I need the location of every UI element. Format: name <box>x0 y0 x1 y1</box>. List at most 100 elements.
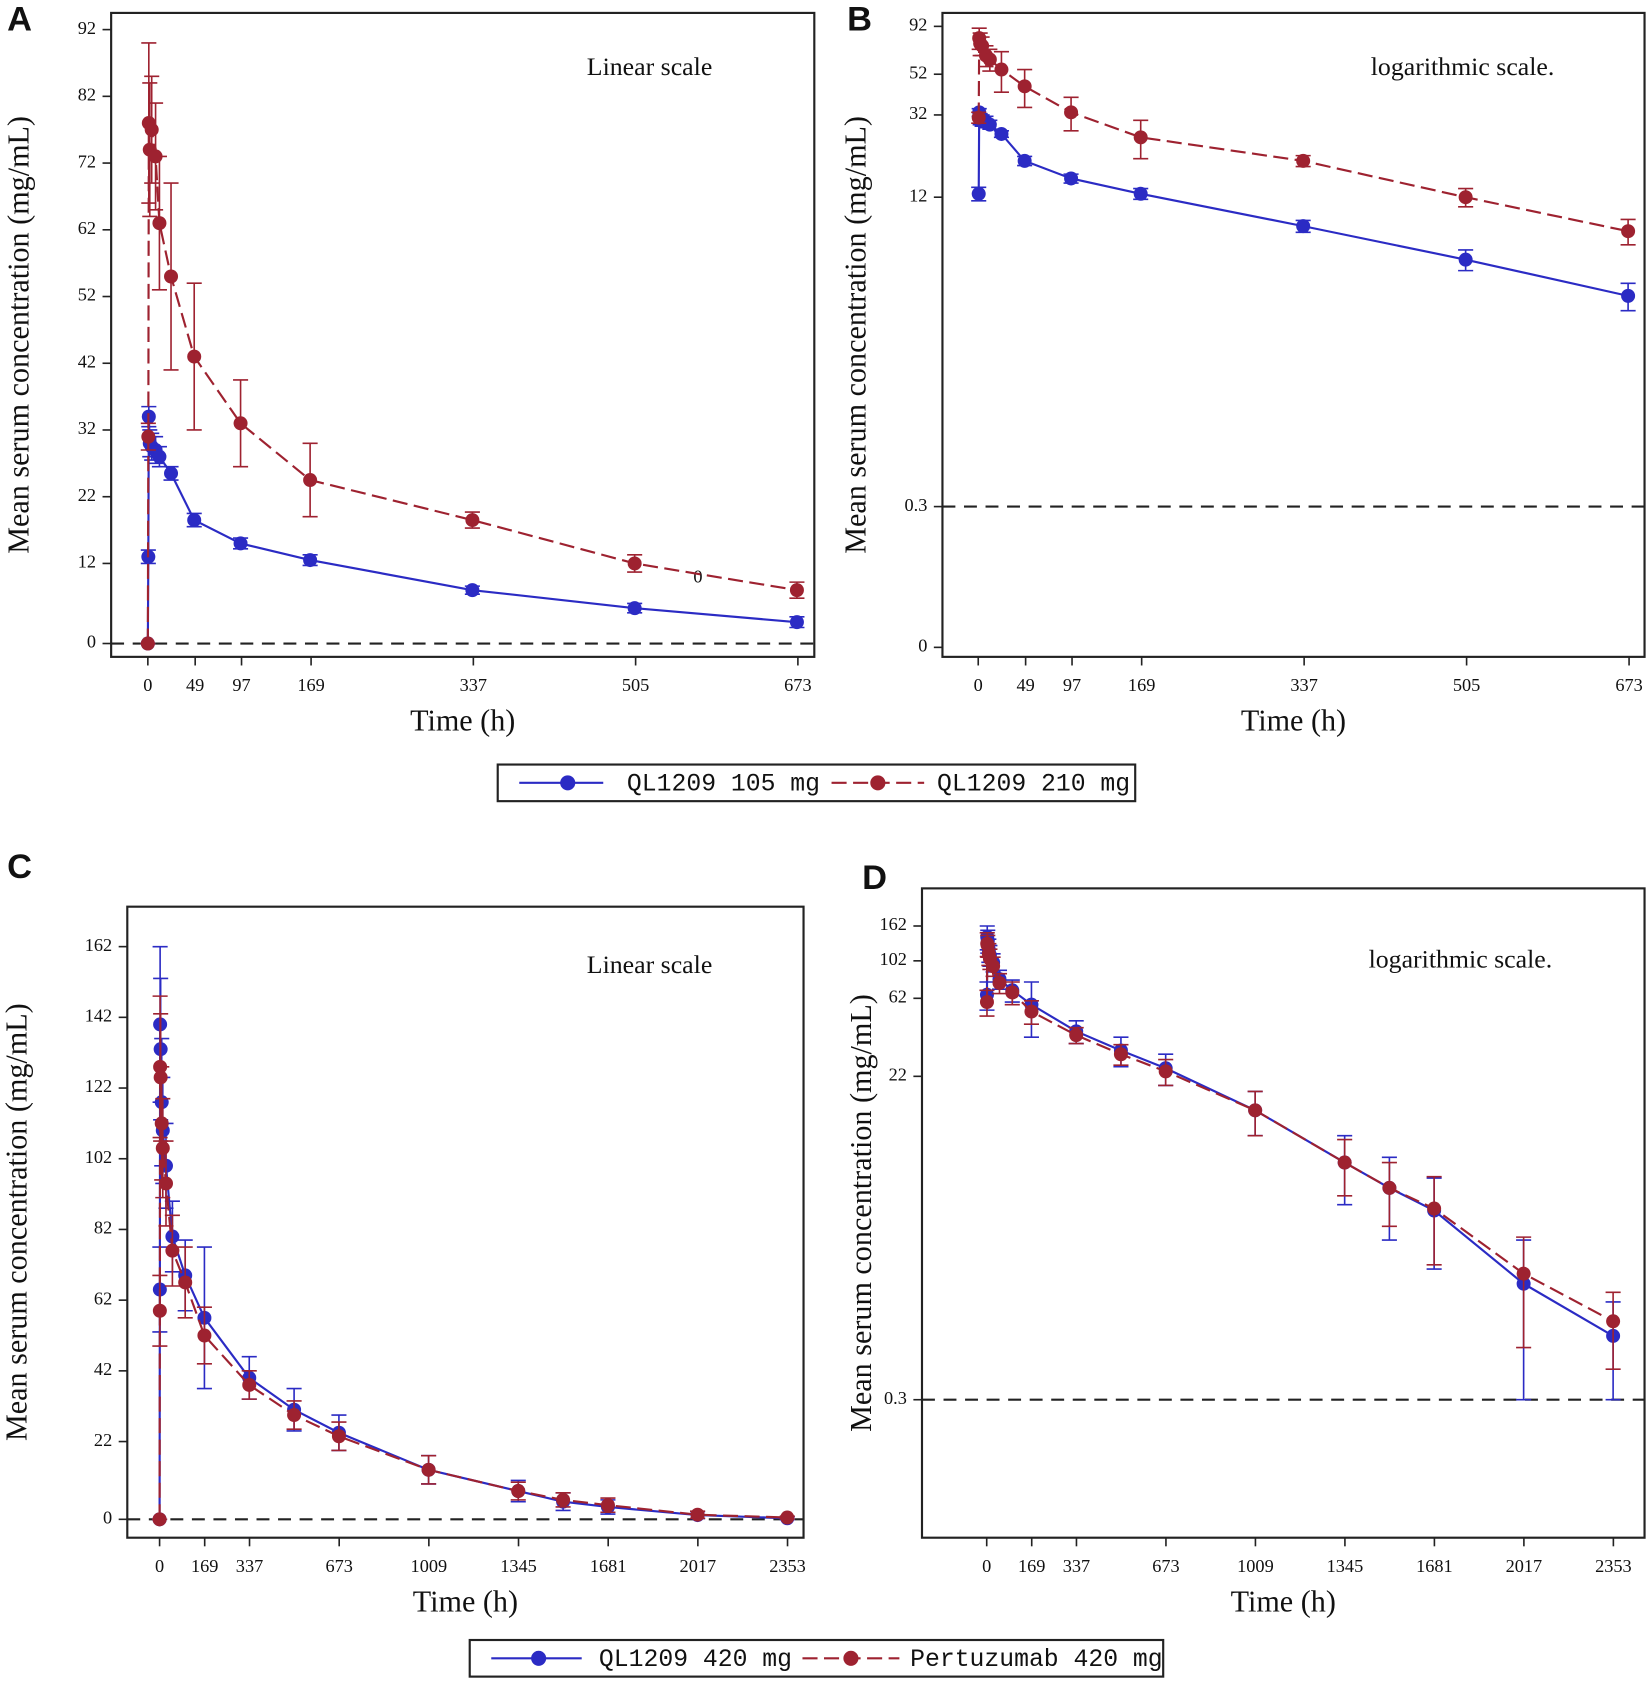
y-axis-label: Mean serum concentration (mg/mL) <box>0 1003 34 1441</box>
series-line <box>158 1066 788 1520</box>
x-tick-label: 337 <box>460 675 487 695</box>
y-tick-label: 42 <box>94 1359 112 1379</box>
y-tick-label: 52 <box>909 62 927 82</box>
data-point <box>1458 190 1473 205</box>
data-point <box>789 615 804 630</box>
y-tick-label: 0 <box>103 1508 112 1528</box>
annotation: Linear scale <box>587 52 712 81</box>
data-point <box>992 975 1007 990</box>
x-tick-label: 0 <box>155 1556 164 1576</box>
legend-label: QL1209 105 mg <box>627 770 820 798</box>
y-tick-label: 72 <box>78 151 96 171</box>
x-tick-label: 1009 <box>411 1556 448 1576</box>
annotation: Linear scale <box>587 950 712 979</box>
data-point <box>421 1462 436 1477</box>
y-tick-label: 62 <box>78 218 96 238</box>
y-axis-label: Mean serum concentration (mg/mL) <box>2 116 36 554</box>
y-tick-label: 142 <box>85 1006 112 1026</box>
data-point <box>627 556 642 571</box>
data-point <box>154 1116 169 1131</box>
y-tick-label: 82 <box>78 85 96 105</box>
data-point <box>1427 1201 1442 1216</box>
data-point <box>465 583 480 598</box>
data-point <box>303 553 318 568</box>
error-bar <box>1516 1236 1532 1349</box>
series-line <box>985 943 1614 1323</box>
x-tick-label: 0 <box>974 675 983 695</box>
legend-box <box>468 1638 1165 1678</box>
data-point <box>690 1507 705 1522</box>
data-point <box>556 1492 571 1507</box>
y-tick-label: 102 <box>85 1147 112 1167</box>
data-point <box>140 636 155 651</box>
data-point <box>1621 224 1636 239</box>
x-axis-label: Time (h) <box>1241 704 1346 738</box>
x-tick-label: 1345 <box>1327 1556 1364 1576</box>
data-point <box>158 1176 173 1191</box>
data-point <box>511 1484 526 1499</box>
data-point <box>1005 985 1020 1000</box>
data-point <box>1382 1180 1397 1195</box>
x-tick-label: 169 <box>1018 1556 1045 1576</box>
data-point <box>164 466 179 481</box>
y-tick-label: 92 <box>909 15 927 35</box>
legend-label: QL1209 210 mg <box>937 770 1130 798</box>
panel-label: C <box>7 848 32 886</box>
data-point <box>982 117 997 132</box>
x-tick-label: 337 <box>236 1556 263 1576</box>
data-point <box>1064 171 1079 186</box>
x-tick-label: 673 <box>784 675 811 695</box>
x-tick-label: 673 <box>1152 1556 1179 1576</box>
data-point <box>982 52 997 67</box>
series-line <box>977 112 1629 297</box>
data-point <box>152 449 167 464</box>
series-line <box>146 122 798 644</box>
y-tick-label: 32 <box>78 418 96 438</box>
data-point <box>1606 1314 1621 1329</box>
y-tick-label: 162 <box>85 935 112 955</box>
data-point <box>1458 252 1473 267</box>
data-point <box>1248 1103 1263 1118</box>
data-point <box>1064 105 1079 120</box>
x-tick-label: 97 <box>1063 675 1081 695</box>
plot-frame <box>920 887 1646 1539</box>
panel-label: D <box>862 859 887 897</box>
data-point <box>971 186 986 201</box>
data-point <box>153 1070 168 1085</box>
x-tick-label: 2353 <box>769 1556 806 1576</box>
annotation: logarithmic scale. <box>1371 52 1555 81</box>
x-tick-label: 673 <box>1615 675 1642 695</box>
y-tick-label: 62 <box>889 987 907 1007</box>
data-point <box>1133 186 1148 201</box>
data-point <box>1296 219 1311 234</box>
x-tick-label: 97 <box>232 675 250 695</box>
legend-label: Pertuzumab 420 mg <box>910 1646 1163 1674</box>
data-point <box>152 216 167 231</box>
y-tick-label: 0 <box>87 632 96 652</box>
legend-marker <box>560 775 576 791</box>
data-point <box>627 601 642 616</box>
x-axis-label: Time (h) <box>410 704 515 738</box>
y-tick-label: 0.3 <box>884 1388 907 1408</box>
x-axis-label: Time (h) <box>1231 1584 1336 1618</box>
data-point <box>1516 1266 1531 1281</box>
data-point <box>1017 79 1032 94</box>
annotation: logarithmic scale. <box>1369 945 1553 974</box>
data-point <box>1158 1064 1173 1079</box>
data-point <box>187 349 202 364</box>
data-point <box>1017 153 1032 168</box>
x-tick-label: 169 <box>191 1556 218 1576</box>
x-tick-label: 1009 <box>1237 1556 1274 1576</box>
series-line <box>158 1024 788 1520</box>
x-tick-label: 2017 <box>680 1556 717 1576</box>
data-point <box>165 1243 180 1258</box>
data-point <box>152 1512 167 1527</box>
legend-marker <box>870 775 886 791</box>
data-point <box>287 1408 302 1423</box>
y-tick-label: 22 <box>94 1430 112 1450</box>
x-tick-label: 505 <box>622 675 649 695</box>
data-point <box>331 1429 346 1444</box>
y-tick-label: 12 <box>909 185 927 205</box>
x-tick-label: 673 <box>325 1556 352 1576</box>
x-tick-label: 2353 <box>1595 1556 1632 1576</box>
